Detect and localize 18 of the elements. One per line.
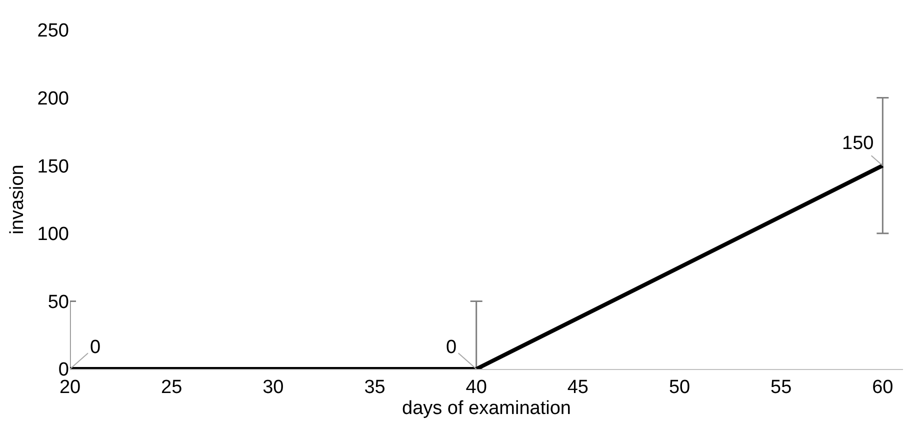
- x-tick-label: 60: [872, 376, 894, 398]
- y-axis-title: invasion: [7, 164, 28, 234]
- x-axis-title: days of examination: [402, 398, 571, 419]
- y-tick-label: 50: [48, 292, 69, 313]
- x-tick-label: 30: [262, 376, 284, 398]
- data-label: 0: [90, 337, 101, 358]
- x-tick-label: 35: [364, 376, 386, 398]
- x-tick-label: 50: [668, 376, 690, 398]
- x-tick-label: 25: [161, 376, 182, 398]
- y-tick-label: 200: [37, 88, 69, 110]
- y-tick-label: 250: [37, 20, 69, 42]
- x-tick-label: 45: [567, 376, 588, 398]
- data-label: 150: [842, 133, 874, 154]
- y-tick-label: 100: [37, 224, 69, 246]
- x-tick-label: 55: [770, 376, 792, 398]
- x-tick-label: 40: [466, 376, 487, 398]
- data-label: 0: [446, 337, 457, 358]
- y-tick-label: 150: [37, 156, 69, 178]
